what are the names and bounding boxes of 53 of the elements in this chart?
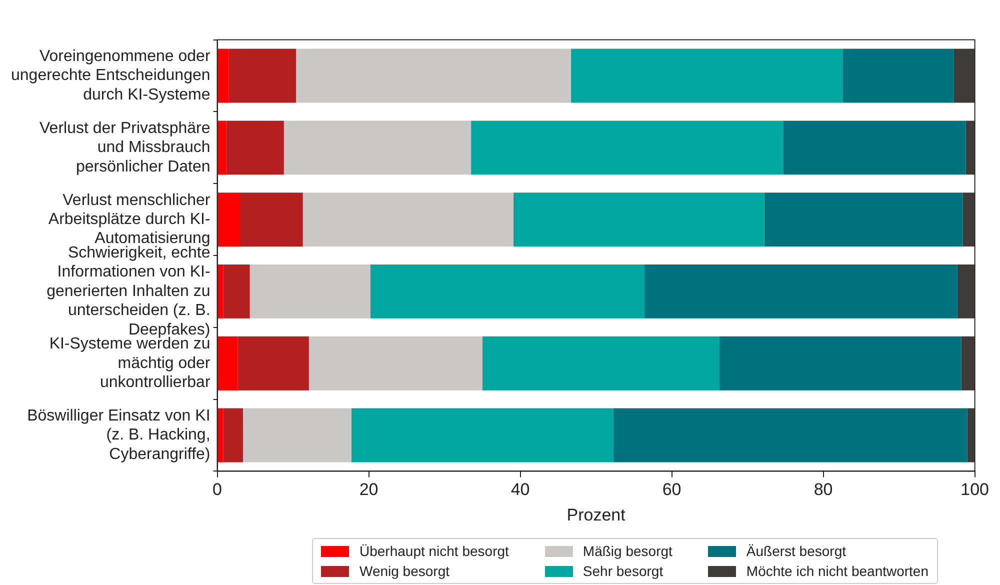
bar (967, 408, 975, 462)
bar (764, 192, 963, 247)
bar (218, 264, 224, 318)
bar (240, 192, 303, 247)
y-tick-label: Böswilliger Einsatz von KI (z. B. Hacking, Cyberangriffe) (27, 407, 210, 463)
bar (954, 48, 975, 103)
bar (351, 408, 614, 462)
bar (223, 408, 244, 462)
x-tick-label: 40 (510, 480, 530, 500)
legend-label: Äußerst besorgt (746, 543, 846, 559)
legend-label: Mäßig besorgt (582, 543, 672, 559)
bar (223, 264, 250, 318)
bar (720, 336, 962, 390)
bar (250, 264, 370, 318)
bar (302, 192, 514, 247)
bar (843, 48, 954, 103)
bar (966, 120, 975, 175)
x-tick-label: 20 (359, 480, 378, 500)
bar (284, 120, 472, 175)
bar (513, 192, 764, 247)
x-tick-label: 100 (960, 480, 990, 500)
y-tick-label: Verlust der Privatsphäre und Missbrauch persönlicher Daten (40, 120, 210, 176)
bar (783, 120, 966, 175)
x-tick-label: 0 (212, 480, 222, 500)
bar (957, 264, 975, 318)
bar (571, 48, 844, 103)
bar (218, 192, 240, 247)
bar (218, 408, 224, 462)
legend-label: Sehr besorgt (582, 563, 664, 579)
bar (471, 120, 784, 175)
bar (296, 48, 572, 103)
bar (238, 336, 309, 390)
bar (218, 336, 238, 390)
bar (218, 48, 229, 103)
x-tick-label: 80 (814, 480, 833, 500)
bar (482, 336, 720, 390)
bar (644, 264, 958, 318)
bar (962, 192, 975, 247)
legend-label: Möchte ich nicht beantworten (746, 563, 929, 579)
legend-label: Wenig besorgt (359, 563, 450, 579)
bar (243, 408, 352, 462)
bar (218, 120, 226, 175)
y-tick-label: Schwierigkeit, echte Informationen von KI-generierten Inhalten zu unterscheiden (z. B. Deepfakes) (46, 244, 210, 338)
x-tick-label: 60 (662, 480, 682, 500)
bar (613, 408, 968, 462)
bar (226, 120, 284, 175)
bar (308, 336, 482, 390)
bar (961, 336, 975, 390)
bar (370, 264, 645, 318)
x-axis-title: Prozent (566, 505, 626, 524)
bar (228, 48, 296, 103)
y-tick-label: Voreingenommene oder ungerechte Entscheidungen durch KI-Systeme (11, 48, 211, 104)
legend-label: Überhaupt nicht besorgt (359, 543, 509, 559)
